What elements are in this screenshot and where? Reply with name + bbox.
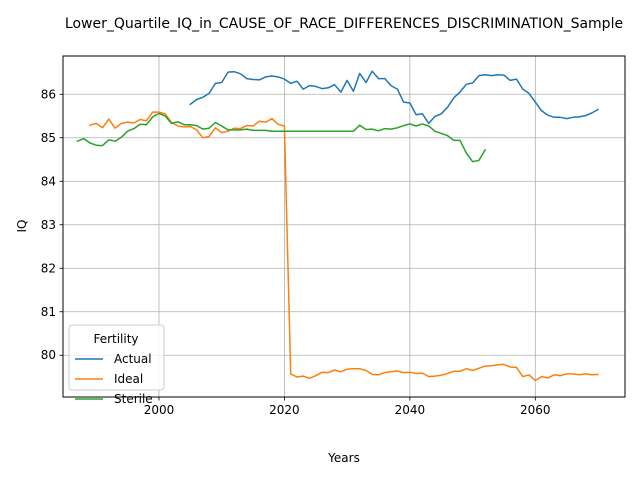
- grid: [63, 56, 625, 397]
- legend-items: Actual Ideal Sterile: [75, 352, 153, 406]
- y-tick-label: 80: [41, 348, 56, 362]
- series-line-actual: [189, 70, 600, 125]
- y-tick-label: 84: [41, 174, 56, 188]
- legend-label-ideal: Ideal: [114, 372, 143, 386]
- legend-box: [68, 324, 165, 391]
- x-tick-label: 2020: [269, 403, 300, 417]
- legend-label-actual: Actual: [114, 352, 152, 366]
- x-tick-label: 2060: [520, 403, 551, 417]
- legend: Fertility Actual Ideal Sterile: [68, 324, 165, 406]
- x-tick-label: 2000: [144, 403, 175, 417]
- x-axis-label: Years: [327, 451, 360, 465]
- x-tick-label: 2040: [395, 403, 426, 417]
- series-line-sterile: [76, 112, 487, 163]
- y-tick-label: 82: [41, 261, 56, 275]
- axis-ticks: 2000 2020 2040 2060 80 81 82 83 84 85 86: [41, 87, 551, 417]
- y-tick-label: 85: [41, 131, 56, 145]
- plot-frame: [62, 55, 626, 398]
- legend-title: Fertility: [93, 332, 138, 346]
- chart-title: Lower_Quartile_IQ_in_CAUSE_OF_RACE_DIFFE…: [65, 16, 623, 32]
- y-tick-label: 86: [41, 87, 56, 101]
- y-axis-label: IQ: [15, 220, 29, 233]
- legend-label-sterile: Sterile: [114, 392, 153, 406]
- y-tick-label: 81: [41, 305, 56, 319]
- series-line-ideal: [89, 111, 599, 382]
- y-tick-label: 83: [41, 218, 56, 232]
- series-lines: [76, 70, 600, 382]
